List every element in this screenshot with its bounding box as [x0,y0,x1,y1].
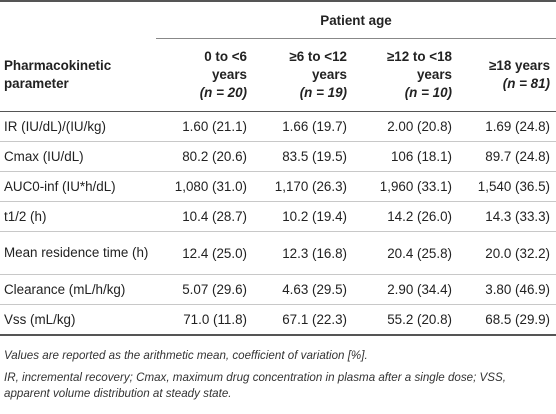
row-parameter: IR (IU/dL)/(IU/kg) [0,111,156,142]
table-footnotes: Values are reported as the arithmetic me… [4,348,550,408]
table-row: Clearance (mL/h/kg) 5.07 (29.6) 4.63 (29… [0,274,556,305]
cell-value: 4.63 (29.5) [253,274,353,305]
age-column-header-1: ≥6 to <12 years (n = 19) [253,38,353,112]
sample-size: (n = 20) [199,85,247,100]
row-parameter: t1/2 (h) [0,201,156,232]
age-column-header-0: 0 to <6 years (n = 20) [156,38,253,112]
patient-age-header: Patient age [156,0,556,39]
parameter-header-line-2: parameter [4,75,69,91]
pk-table-container: Patient age Pharmacokinetic parameter 0 … [0,0,556,336]
cell-value: 68.5 (29.9) [458,304,556,336]
cell-value: 1.66 (19.7) [253,111,353,142]
table-row: IR (IU/dL)/(IU/kg) 1.60 (21.1) 1.66 (19.… [0,111,556,142]
column-header-row: Pharmacokinetic parameter 0 to <6 years … [0,38,556,112]
cell-value: 89.7 (24.8) [458,141,556,172]
cell-value: 1.69 (24.8) [458,111,556,142]
table-row: AUC0-inf (IU*h/dL) 1,080 (31.0) 1,170 (2… [0,171,556,202]
table-row: Vss (mL/kg) 71.0 (11.8) 67.1 (22.3) 55.2… [0,304,556,336]
cell-value: 106 (18.1) [353,141,458,172]
cell-value: 1,170 (26.3) [253,171,353,202]
row-parameter: Clearance (mL/h/kg) [0,274,156,305]
sample-size: (n = 19) [299,85,347,100]
group-header-row: Patient age [0,0,556,39]
age-unit: years [311,67,347,82]
cell-value: 2.00 (20.8) [353,111,458,142]
parameter-column-header: Pharmacokinetic parameter [0,38,156,112]
row-parameter: Cmax (IU/dL) [0,141,156,172]
cell-value: 10.4 (28.7) [156,201,253,232]
age-range: ≥12 to <18 [386,49,452,64]
parameter-header-line-1: Pharmacokinetic [4,57,112,73]
row-parameter: AUC0-inf (IU*h/dL) [0,171,156,202]
group-header-spacer [0,0,156,39]
age-range: ≥18 years [489,58,551,73]
cell-value: 5.07 (29.6) [156,274,253,305]
cell-value: 20.4 (25.8) [353,231,458,275]
cell-value: 10.2 (19.4) [253,201,353,232]
cell-value: 20.0 (32.2) [458,231,556,275]
cell-value: 14.3 (33.3) [458,201,556,232]
age-range: ≥6 to <12 [289,49,347,64]
footnote-values: Values are reported as the arithmetic me… [4,349,368,362]
cell-value: 67.1 (22.3) [253,304,353,336]
cell-value: 71.0 (11.8) [156,304,253,336]
cell-value: 2.90 (34.4) [353,274,458,305]
cell-value: 83.5 (19.5) [253,141,353,172]
row-parameter: Vss (mL/kg) [0,304,156,336]
cell-value: 12.3 (16.8) [253,231,353,275]
table-row: Cmax (IU/dL) 80.2 (20.6) 83.5 (19.5) 106… [0,141,556,172]
cell-value: 1.60 (21.1) [156,111,253,142]
age-unit: years [211,67,247,82]
cell-value: 80.2 (20.6) [156,141,253,172]
cell-value: 55.2 (20.8) [353,304,458,336]
cell-value: 3.80 (46.9) [458,274,556,305]
sample-size: (n = 10) [404,85,452,100]
cell-value: 14.2 (26.0) [353,201,458,232]
table-row: Mean residence time (h) 12.4 (25.0) 12.3… [0,231,556,275]
cell-value: 1,960 (33.1) [353,171,458,202]
cell-value: 1,540 (36.5) [458,171,556,202]
age-range: 0 to <6 [204,49,247,64]
footnote-abbreviations: IR, incremental recovery; Cmax, maximum … [4,371,506,400]
cell-value: 12.4 (25.0) [156,231,253,275]
row-parameter: Mean residence time (h) [0,231,156,275]
age-unit: years [416,67,452,82]
sample-size: (n = 81) [502,76,551,91]
cell-value: 1,080 (31.0) [156,171,253,202]
table-row: t1/2 (h) 10.4 (28.7) 10.2 (19.4) 14.2 (2… [0,201,556,232]
age-column-header-3: ≥18 years (n = 81) [458,38,556,112]
age-column-header-2: ≥12 to <18 years (n = 10) [353,38,458,112]
pharmacokinetic-table: Patient age Pharmacokinetic parameter 0 … [0,0,556,336]
